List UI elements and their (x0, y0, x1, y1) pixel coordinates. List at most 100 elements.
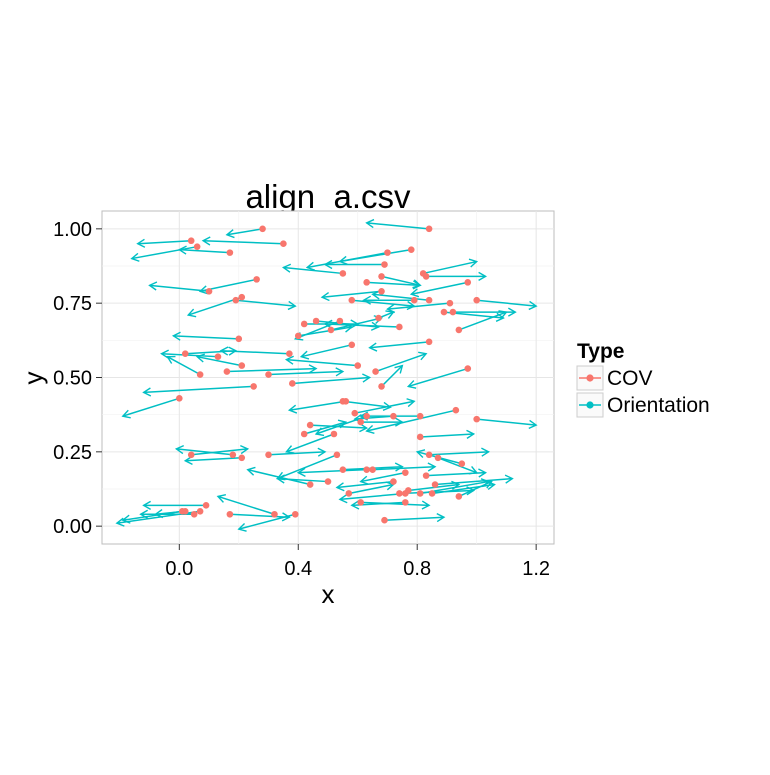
cov-point (324, 478, 332, 485)
cov-point (190, 510, 198, 518)
cov-point (407, 246, 415, 253)
cov-point (402, 499, 409, 506)
cov-point (226, 249, 234, 256)
cov-point (458, 460, 466, 468)
cov-point (214, 353, 222, 360)
orientation-arrow (338, 492, 406, 504)
cov-point (339, 466, 347, 473)
cov-points (176, 225, 480, 524)
cov-point (452, 406, 460, 414)
cov-point (250, 383, 257, 390)
cov-point (286, 350, 293, 358)
orientation-arrow (229, 512, 291, 522)
orientation-arrow (121, 397, 180, 419)
orientation-arrow (409, 281, 468, 298)
cov-point (425, 296, 433, 304)
orientation-arrow (281, 263, 343, 275)
cov-point (416, 412, 424, 420)
cov-point (354, 362, 362, 369)
orientation-arrow (335, 480, 394, 492)
cov-point (253, 276, 260, 283)
cov-point (181, 507, 189, 515)
cov-point (449, 308, 457, 316)
orientation-arrow (342, 400, 392, 411)
y-tick-label: 1.00 (53, 219, 92, 241)
orientation-arrow (177, 245, 230, 255)
orientation-arrow (386, 302, 450, 314)
orientation-arrow (372, 462, 437, 472)
cov-point (455, 493, 463, 500)
cov-point (396, 490, 403, 497)
cov-point (425, 225, 433, 233)
cov-point (345, 490, 353, 497)
orientation-arrow (348, 481, 395, 495)
cov-point (306, 421, 314, 429)
orientation-arrow (292, 373, 372, 385)
orientation-arrow (323, 319, 400, 329)
cov-point (289, 380, 296, 387)
cov-point (422, 472, 430, 479)
cov-point (363, 466, 370, 473)
cov-point (187, 451, 195, 459)
cov-point (375, 314, 382, 322)
cov-point (271, 510, 278, 518)
orientation-arrow (458, 480, 493, 498)
cov-point (205, 287, 213, 295)
orientation-arrow (399, 486, 476, 496)
cov-point (390, 478, 397, 485)
orientation-arrow (201, 236, 284, 246)
cov-point (473, 415, 480, 423)
legend-label-orientation: Orientation (607, 394, 710, 417)
cov-point (390, 412, 397, 420)
cov-point (312, 317, 320, 325)
y-axis-label: y (18, 372, 48, 385)
cov-point (372, 368, 379, 375)
axes: 0.0 0.4 0.8 1.2 0.00 0.25 0.50 0.75 1.00 (53, 219, 550, 580)
cov-point (473, 296, 480, 304)
x-tick-label: 0.4 (284, 558, 312, 580)
orientation-arrow (476, 418, 538, 429)
cov-point (176, 395, 183, 402)
cov-point (402, 469, 409, 476)
cov-point (294, 332, 302, 340)
orientation-arrow (148, 281, 210, 293)
orientation-arrow (160, 349, 219, 359)
cov-point (434, 454, 442, 462)
cov-point (330, 430, 338, 438)
cov-point (369, 466, 376, 473)
orientation-arrow (365, 409, 457, 434)
cov-point (455, 326, 463, 334)
orientation-arrow (422, 258, 479, 275)
cov-point (396, 323, 403, 331)
orientation-arrow (285, 433, 335, 454)
x-axis-label: x (322, 579, 335, 609)
orientation-arrow (375, 351, 428, 373)
orientation-arrow (183, 455, 242, 466)
cov-point (265, 451, 272, 459)
orientation-arrow (371, 290, 430, 301)
orientation-arrow (237, 513, 296, 532)
y-tick-label: 0.75 (53, 293, 92, 315)
orientation-arrow (216, 494, 275, 515)
x-tick-label: 0.8 (403, 558, 431, 580)
orientation-arrow (384, 512, 446, 523)
cov-point (265, 371, 272, 378)
cov-point (425, 338, 433, 346)
cov-point (196, 371, 204, 378)
cov-point (232, 296, 240, 304)
orientation-arrow (276, 474, 329, 484)
orientation-arrow (166, 355, 201, 376)
cov-point (187, 237, 195, 245)
cov-point (422, 273, 430, 280)
cov-point (193, 243, 201, 250)
orientation-arrow (191, 444, 250, 456)
cov-point (378, 273, 385, 280)
orientation-arrow (287, 400, 346, 414)
cov-point (357, 418, 365, 426)
orientation-arrow (284, 355, 358, 367)
orientation-arrow (408, 480, 461, 492)
cov-point (378, 287, 385, 295)
cov-point (291, 510, 299, 518)
cov-point (363, 279, 370, 286)
